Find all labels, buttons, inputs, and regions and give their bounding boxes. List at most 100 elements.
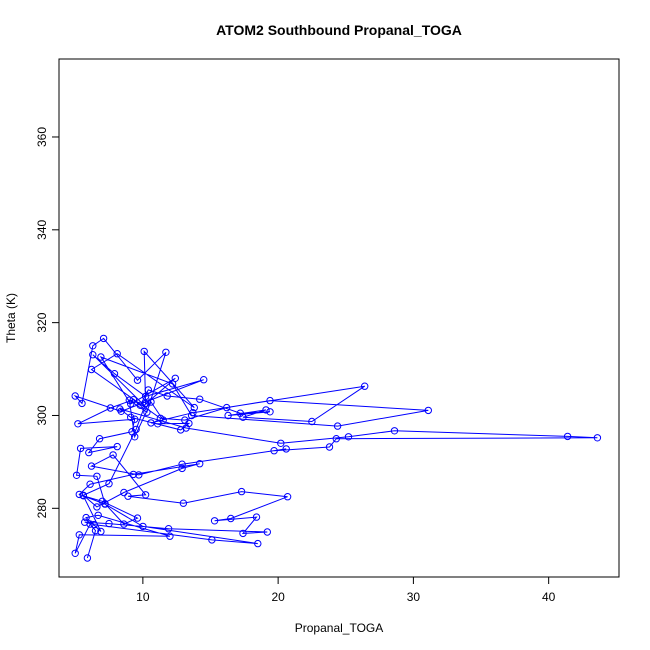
data-point (308, 417, 316, 426)
data-point (147, 398, 155, 406)
data-point (133, 514, 142, 522)
data-point (89, 342, 97, 350)
data-point (131, 433, 139, 441)
data-point (97, 353, 105, 361)
data-point (75, 490, 84, 499)
data-point (270, 447, 278, 455)
data-point (81, 518, 89, 526)
data-point (120, 488, 128, 497)
data-point (178, 460, 186, 468)
data-point (124, 492, 132, 500)
data-point (113, 442, 121, 451)
y-tick-label: 320 (35, 312, 49, 332)
data-point (361, 382, 369, 390)
chart-title: ATOM2 Southbound Propanal_TOGA (216, 22, 462, 38)
data-point (129, 470, 138, 479)
data-point (106, 404, 115, 412)
data-point (135, 471, 143, 479)
data-point (109, 451, 117, 459)
data-point (87, 462, 96, 470)
data-point (117, 407, 125, 415)
data-point (85, 448, 93, 457)
data-point (390, 427, 399, 435)
data-point (93, 503, 101, 511)
data-point (140, 347, 148, 356)
data-point (227, 514, 235, 523)
data-point (141, 399, 150, 408)
data-point (132, 425, 140, 434)
data-point (223, 403, 231, 412)
data-point (127, 400, 135, 408)
data-point (95, 435, 104, 443)
data-point (200, 376, 208, 384)
y-tick-label: 280 (35, 498, 49, 518)
data-point (224, 411, 232, 420)
y-tick-label: 360 (35, 127, 49, 147)
data-point (90, 520, 98, 529)
data-point (190, 403, 199, 412)
x-axis: 10 20 30 40 (136, 577, 556, 604)
data-point (182, 424, 190, 432)
data-point (113, 350, 121, 358)
data-point (178, 464, 186, 473)
data-point (86, 480, 94, 488)
data-point (75, 531, 84, 539)
x-tick-label: 30 (407, 590, 421, 604)
data-point (120, 520, 128, 528)
data-point (196, 395, 204, 403)
data-point (93, 472, 101, 480)
data-point (171, 374, 180, 382)
data-point (82, 513, 90, 522)
series-line (73, 337, 598, 559)
data-point (325, 443, 334, 451)
data-point (101, 500, 109, 508)
data-point (105, 480, 113, 488)
plot-area (71, 334, 602, 562)
data-point (144, 386, 153, 394)
data-point (563, 432, 572, 441)
data-point (254, 539, 262, 548)
data-point (74, 420, 82, 428)
data-point (143, 408, 151, 416)
data-point (266, 408, 274, 416)
data-point (237, 487, 246, 496)
data-point (163, 392, 171, 400)
data-point (105, 519, 113, 528)
data-point (332, 435, 340, 443)
x-tick-label: 40 (542, 590, 556, 604)
y-axis-label: Theta (K) (4, 293, 18, 343)
data-point (76, 444, 85, 453)
data-point (89, 351, 97, 359)
y-tick-label: 340 (35, 219, 49, 239)
data-point (181, 416, 189, 424)
data-point (72, 471, 81, 479)
data-point (162, 348, 170, 356)
data-point (424, 406, 432, 415)
data-point (210, 517, 219, 525)
data-point (83, 554, 92, 562)
data-point (133, 376, 142, 384)
y-tick-label: 300 (35, 405, 49, 425)
x-tick-label: 20 (271, 590, 285, 604)
data-point (78, 399, 86, 408)
data-point (159, 416, 167, 424)
plot-frame (58, 58, 620, 578)
x-tick-label: 10 (136, 590, 150, 604)
data-point (87, 365, 96, 374)
data-point (277, 439, 285, 447)
data-point (333, 422, 342, 430)
data-point (282, 445, 290, 453)
data-point (283, 493, 292, 501)
data-point (593, 434, 602, 442)
data-point (139, 522, 147, 531)
data-point (110, 370, 119, 378)
data-point (131, 415, 139, 423)
data-point (94, 511, 102, 519)
data-point (179, 499, 188, 507)
data-point (344, 433, 353, 441)
data-point (263, 528, 271, 536)
data-point (125, 396, 134, 404)
y-axis: 280 300 320 340 360 (35, 127, 59, 518)
data-point (252, 513, 261, 521)
data-point (97, 527, 105, 536)
